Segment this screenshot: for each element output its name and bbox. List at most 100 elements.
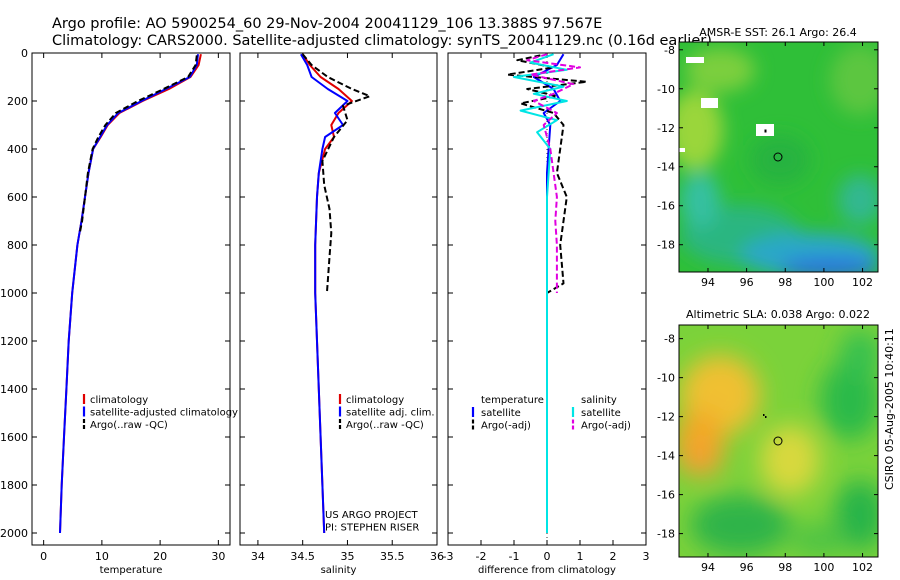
- panel-salinity: 34 34.5 35 35.5 36 salinity climatology satelli…: [239, 52, 444, 576]
- y-tick-label: 1200: [0, 335, 28, 348]
- legend-heading: salinity: [581, 395, 617, 406]
- legend-entry: satellite: [481, 408, 521, 419]
- map-x-tick-label: 100: [813, 561, 834, 574]
- sst-map-ticks: 94 96 98 100 102 -8 -10 -12 -14 -16 -18: [657, 42, 878, 289]
- map-x-tick-label: 98: [778, 561, 792, 574]
- sst-map-float-track: [764, 129, 783, 162]
- y-tick-label: 200: [7, 95, 28, 108]
- map-x-tick-label: 100: [813, 276, 834, 289]
- map-y-tick-label: -14: [657, 161, 675, 174]
- legend-entry: climatology: [346, 395, 404, 406]
- x-tick-label: -3: [443, 550, 454, 563]
- profile-panels: 0 10 20 30020040060080010001200140016001800…: [0, 47, 650, 576]
- x-axis-label: temperature: [100, 565, 163, 576]
- legend-entry: satellite: [581, 408, 621, 419]
- map-y-tick-label: -8: [664, 333, 675, 346]
- header-title: Argo profile: AO 5900254_60 29-Nov-2004 …: [52, 16, 602, 32]
- sst-no-data: [701, 98, 718, 108]
- y-tick-label: 600: [7, 191, 28, 204]
- map-y-tick-label: -16: [657, 200, 675, 213]
- map-y-tick-label: -18: [657, 528, 675, 541]
- x-tick-label: 1: [577, 550, 584, 563]
- float-position-marker: [773, 436, 783, 446]
- legend-entry: Argo(..raw -QC): [346, 420, 424, 431]
- x-tick-label: 0: [40, 550, 47, 563]
- y-tick-label: 400: [7, 143, 28, 156]
- x-tick-label: 3: [643, 550, 650, 563]
- map-x-tick-label: 94: [701, 276, 715, 289]
- y-tick-label: 1800: [0, 479, 28, 492]
- series-line: [300, 53, 349, 534]
- x-tick-label: 36: [430, 550, 444, 563]
- x-tick-label: 34.5: [290, 550, 315, 563]
- map-x-tick-label: 102: [852, 561, 873, 574]
- map-y-tick-label: -18: [657, 239, 675, 252]
- header-subtitle: Climatology: CARS2000. Satellite-adjuste…: [52, 33, 712, 49]
- x-tick-label: 20: [153, 550, 167, 563]
- x-tick-label: 30: [211, 550, 225, 563]
- map-y-tick-label: -12: [657, 122, 675, 135]
- x-tick-label: -1: [509, 550, 520, 563]
- x-axis-label: difference from climatology: [478, 565, 616, 576]
- y-tick-label: 2000: [0, 527, 28, 540]
- legend-entry: climatology: [90, 395, 148, 406]
- legend-entry: satellite-adjusted climatology: [90, 408, 238, 419]
- series-line: [301, 53, 353, 534]
- sst-map-frame: [678, 41, 879, 273]
- panel-difference: -3 -2 -1 0 1 2 3 difference from climatology tem…: [443, 52, 650, 576]
- sla-map-ticks: 94 96 98 100 102 -8 -10 -12 -14 -16 -18: [657, 325, 878, 574]
- y-tick-label: 1400: [0, 383, 28, 396]
- map-y-tick-label: -10: [657, 83, 675, 96]
- legend-entry: Argo(-adj): [581, 421, 631, 432]
- sla-map-frame: [678, 324, 879, 558]
- timestamp-stamp: CSIRO 05-Aug-2005 10:40:11: [883, 328, 896, 490]
- axes-frame: [31, 52, 231, 546]
- x-tick-label: 2: [610, 550, 617, 563]
- sst-no-data: [686, 57, 704, 63]
- series-line: [513, 53, 568, 533]
- sla-map: Altimetric SLA: 0.038 Argo: 0.022 94 96 98…: [657, 308, 879, 574]
- legend-entry: satellite adj. clim.: [346, 408, 435, 419]
- map-y-tick-label: -8: [664, 44, 675, 57]
- map-y-tick-label: -16: [657, 489, 675, 502]
- x-axis-label: salinity: [321, 565, 357, 576]
- map-x-tick-label: 96: [740, 561, 754, 574]
- map-y-tick-label: -10: [657, 372, 675, 385]
- map-x-tick-label: 102: [852, 276, 873, 289]
- map-x-tick-label: 94: [701, 561, 715, 574]
- x-tick-label: 0: [544, 550, 551, 563]
- sst-map-title: AMSR-E SST: 26.1 Argo: 26.4: [699, 26, 857, 39]
- legend-entry: Argo(..raw -QC): [90, 420, 168, 431]
- axes-frame: [239, 52, 438, 546]
- x-tick-label: 34: [251, 550, 265, 563]
- map-y-tick-label: -14: [657, 450, 675, 463]
- x-tick-label: 35.5: [380, 550, 405, 563]
- project-annotation: PI: STEPHEN RISER: [325, 523, 419, 534]
- series-line: [526, 53, 581, 293]
- sst-no-data: [679, 148, 685, 152]
- sst-map: AMSR-E SST: 26.1 Argo: 26.4 94 96 98 100 102…: [657, 26, 879, 289]
- legend-heading: temperature: [481, 395, 544, 406]
- x-tick-label: 10: [95, 550, 109, 563]
- series-line: [59, 54, 199, 534]
- map-x-tick-label: 96: [740, 276, 754, 289]
- series-line: [301, 53, 371, 294]
- y-tick-label: 0: [21, 47, 28, 60]
- legend-entry: Argo(-adj): [481, 421, 531, 432]
- sla-map-title: Altimetric SLA: 0.038 Argo: 0.022: [686, 308, 870, 321]
- map-y-tick-label: -12: [657, 411, 675, 424]
- series-line: [78, 55, 198, 234]
- y-tick-label: 800: [7, 239, 28, 252]
- y-tick-label: 1600: [0, 431, 28, 444]
- x-tick-label: 35: [340, 550, 354, 563]
- series-line: [59, 53, 202, 534]
- series-line: [506, 54, 588, 294]
- y-tick-label: 1000: [0, 287, 28, 300]
- sla-map-float-track: [763, 414, 783, 446]
- panel-temperature: 0 10 20 30 0 200 400 600 800 1000 1200 1400 1600 1800…: [0, 47, 238, 576]
- project-annotation: US ARGO PROJECT: [325, 510, 419, 521]
- map-x-tick-label: 98: [778, 276, 792, 289]
- float-position-marker: [773, 152, 783, 162]
- x-tick-label: -2: [476, 550, 487, 563]
